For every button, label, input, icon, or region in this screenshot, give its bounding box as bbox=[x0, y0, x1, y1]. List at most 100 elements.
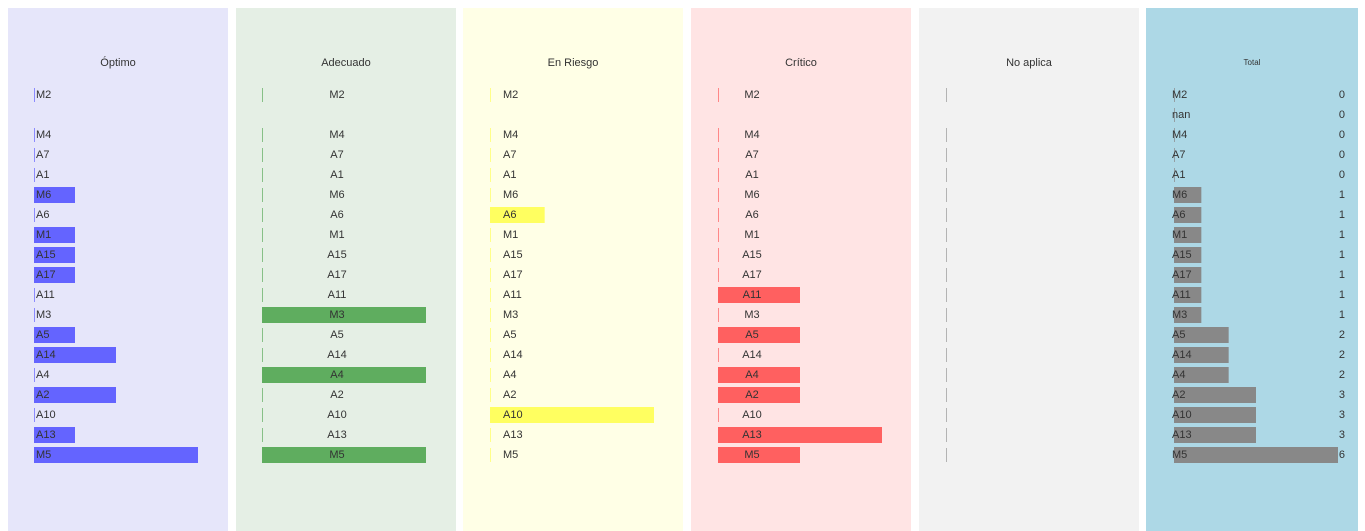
bar-label: A10 bbox=[327, 409, 347, 421]
bar-label: A15 bbox=[742, 249, 762, 261]
bar-label: A14 bbox=[36, 349, 56, 361]
bar-label: A5 bbox=[745, 329, 758, 341]
bar-label: M6 bbox=[329, 189, 344, 201]
bar bbox=[262, 408, 263, 422]
bar-label: A11 bbox=[1172, 289, 1191, 301]
bar bbox=[1174, 327, 1229, 343]
bar bbox=[1174, 387, 1256, 403]
bar-label: A6 bbox=[36, 209, 49, 221]
bar-label: A15 bbox=[327, 249, 347, 261]
panel-title: Crítico bbox=[785, 57, 817, 69]
bar bbox=[946, 308, 947, 322]
bar-label: A7 bbox=[503, 149, 516, 161]
panel-title: Óptimo bbox=[100, 56, 135, 69]
bar bbox=[946, 188, 947, 202]
bar-label: A1 bbox=[330, 169, 343, 181]
value-label: 0 bbox=[1339, 169, 1345, 181]
bar-label: A2 bbox=[503, 389, 516, 401]
bar-label: A15 bbox=[1172, 249, 1192, 261]
value-label: 1 bbox=[1339, 189, 1345, 201]
bar-label: M6 bbox=[1172, 189, 1187, 201]
bar-label: A13 bbox=[1172, 429, 1192, 441]
bar bbox=[718, 128, 719, 142]
bar bbox=[34, 387, 116, 403]
bar bbox=[1174, 187, 1202, 203]
bar-label: A4 bbox=[1172, 369, 1185, 381]
value-label: 2 bbox=[1339, 369, 1345, 381]
bar bbox=[490, 348, 491, 362]
bar bbox=[718, 168, 719, 182]
bar bbox=[718, 367, 800, 383]
value-label: 1 bbox=[1339, 309, 1345, 321]
bar bbox=[262, 268, 263, 282]
bar bbox=[262, 307, 426, 323]
value-label: 1 bbox=[1339, 289, 1345, 301]
bar-label: M4 bbox=[36, 129, 51, 141]
bar bbox=[262, 188, 263, 202]
bar bbox=[1174, 108, 1175, 122]
bar-label: M2 bbox=[503, 89, 518, 101]
bar bbox=[34, 327, 75, 343]
panel-title: En Riesgo bbox=[548, 57, 599, 69]
value-label: 0 bbox=[1339, 109, 1345, 121]
bar bbox=[262, 88, 263, 102]
bar-label: A11 bbox=[503, 289, 522, 301]
bar bbox=[946, 348, 947, 362]
bar bbox=[718, 268, 719, 282]
value-label: 0 bbox=[1339, 149, 1345, 161]
bar bbox=[34, 247, 75, 263]
bar-label: M3 bbox=[744, 309, 759, 321]
bar-label: M1 bbox=[503, 229, 518, 241]
bar bbox=[490, 148, 491, 162]
bar bbox=[946, 268, 947, 282]
panel-background bbox=[236, 8, 456, 531]
bar-label: A6 bbox=[330, 209, 343, 221]
bar-label: M5 bbox=[1172, 449, 1187, 461]
value-label: 0 bbox=[1339, 129, 1345, 141]
bar bbox=[490, 88, 491, 102]
bar-label: A13 bbox=[327, 429, 347, 441]
bar bbox=[1174, 168, 1175, 182]
bar-label: M1 bbox=[36, 229, 51, 241]
bar bbox=[490, 188, 491, 202]
value-label: 3 bbox=[1339, 429, 1345, 441]
bar-label: A1 bbox=[745, 169, 758, 181]
panel-background bbox=[691, 8, 911, 531]
bar-label: M6 bbox=[744, 189, 759, 201]
bar-label: A10 bbox=[1172, 409, 1192, 421]
bar-label: A11 bbox=[743, 289, 762, 301]
bar bbox=[946, 88, 947, 102]
bar-label: M4 bbox=[329, 129, 344, 141]
bar bbox=[262, 148, 263, 162]
bar bbox=[490, 268, 491, 282]
bar bbox=[1174, 247, 1202, 263]
panel-background bbox=[919, 8, 1139, 531]
bar-label: A2 bbox=[745, 389, 758, 401]
bar bbox=[946, 368, 947, 382]
bar bbox=[718, 327, 800, 343]
bar bbox=[1174, 307, 1202, 323]
bar-label: A14 bbox=[327, 349, 347, 361]
bar bbox=[262, 228, 263, 242]
bar-label: M3 bbox=[503, 309, 518, 321]
value-label: 0 bbox=[1339, 89, 1345, 101]
bar-label: A13 bbox=[503, 429, 523, 441]
bar bbox=[1174, 427, 1256, 443]
bar bbox=[490, 368, 491, 382]
bar-label: A4 bbox=[745, 369, 758, 381]
bar bbox=[1174, 287, 1202, 303]
bar bbox=[946, 248, 947, 262]
bar bbox=[1174, 367, 1229, 383]
bar bbox=[946, 388, 947, 402]
bar bbox=[946, 168, 947, 182]
bar-label: M6 bbox=[36, 189, 51, 201]
bar bbox=[946, 208, 947, 222]
bar bbox=[1174, 227, 1202, 243]
bar bbox=[718, 287, 800, 303]
bar-label: M3 bbox=[36, 309, 51, 321]
bar-label: M2 bbox=[1172, 89, 1187, 101]
bar bbox=[718, 148, 719, 162]
bar-label: M3 bbox=[1172, 309, 1187, 321]
bar-label: nan bbox=[1172, 109, 1190, 121]
